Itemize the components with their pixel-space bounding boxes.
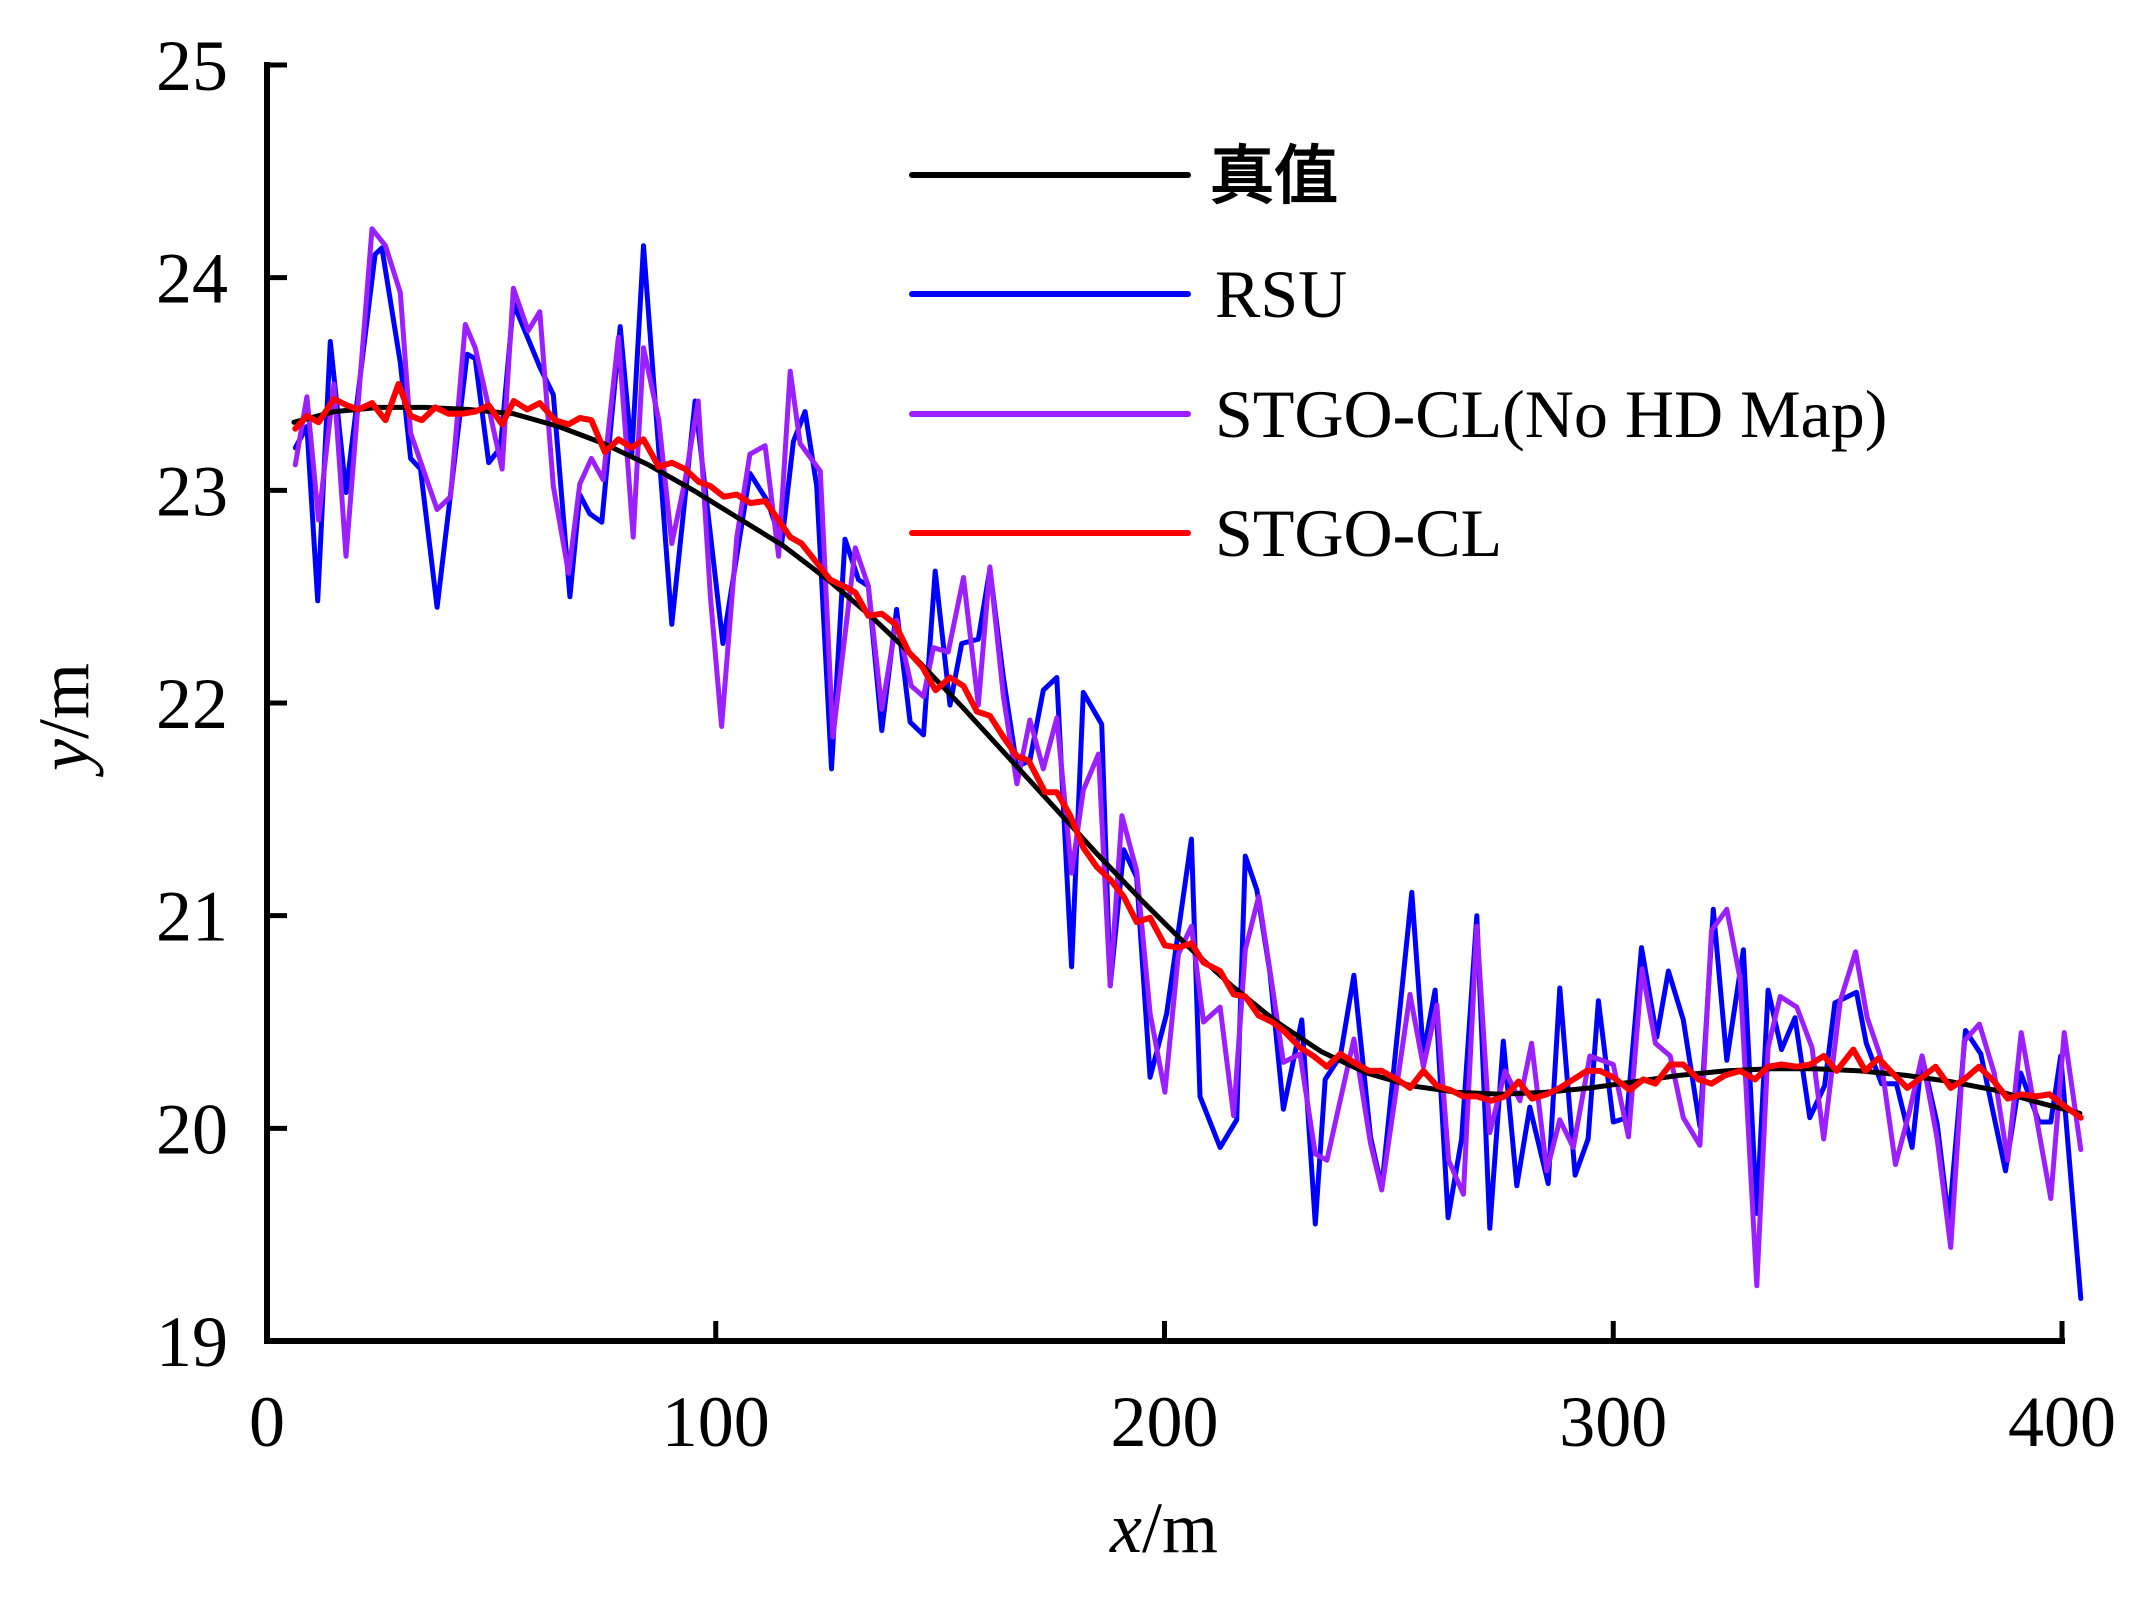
- series-line-stgo-cl-no-hd-map: [292, 226, 2084, 1289]
- x-tick-label: 200: [1111, 1382, 1219, 1462]
- series-layer: [291, 226, 2084, 1301]
- y-tick-label: 20: [156, 1089, 228, 1169]
- y-tick-label: 25: [156, 26, 228, 106]
- legend-label-stgo-cl: STGO-CL: [1215, 495, 1502, 571]
- x-ticks: 0 100 200 300 400: [249, 1321, 2116, 1462]
- y-tick-label: 21: [156, 877, 228, 957]
- axes: 0 100 200 300 400 19 20 21 22 23 24 25: [156, 26, 2116, 1462]
- x-axis-unit: /m: [1142, 1488, 1218, 1568]
- y-tick-label: 23: [156, 451, 228, 531]
- legend-label-rsu: RSU: [1215, 256, 1347, 332]
- series-line-stgo-cl: [292, 381, 2084, 1121]
- y-tick-label: 22: [156, 664, 228, 744]
- legend: 真值 RSU STGO-CL(No HD Map) STGO-CL: [909, 140, 1887, 571]
- y-tick-label: 19: [156, 1302, 228, 1382]
- legend-label-ground-truth: 真值: [1210, 140, 1338, 214]
- x-axis-title: x/m: [1109, 1488, 1218, 1568]
- y-axis-title: y/m: [24, 663, 104, 778]
- x-axis-var: x: [1109, 1488, 1142, 1568]
- x-tick-label: 0: [249, 1382, 285, 1462]
- legend-label-stgo-cl-no-hd-map: STGO-CL(No HD Map): [1215, 376, 1887, 452]
- y-ticks: 19 20 21 22 23 24 25: [156, 26, 287, 1382]
- y-axis-unit: /m: [24, 663, 104, 739]
- x-tick-label: 400: [2008, 1382, 2116, 1462]
- x-tick-label: 300: [1559, 1382, 1667, 1462]
- x-tick-label: 100: [662, 1382, 770, 1462]
- legend-item-rsu: RSU: [909, 256, 1347, 332]
- legend-item-ground-truth: 真值: [909, 140, 1338, 214]
- legend-item-stgo-cl: STGO-CL: [909, 495, 1502, 571]
- y-tick-label: 24: [156, 239, 228, 319]
- legend-item-stgo-cl-no-hd-map: STGO-CL(No HD Map): [909, 376, 1887, 452]
- y-axis-var: y: [24, 739, 104, 778]
